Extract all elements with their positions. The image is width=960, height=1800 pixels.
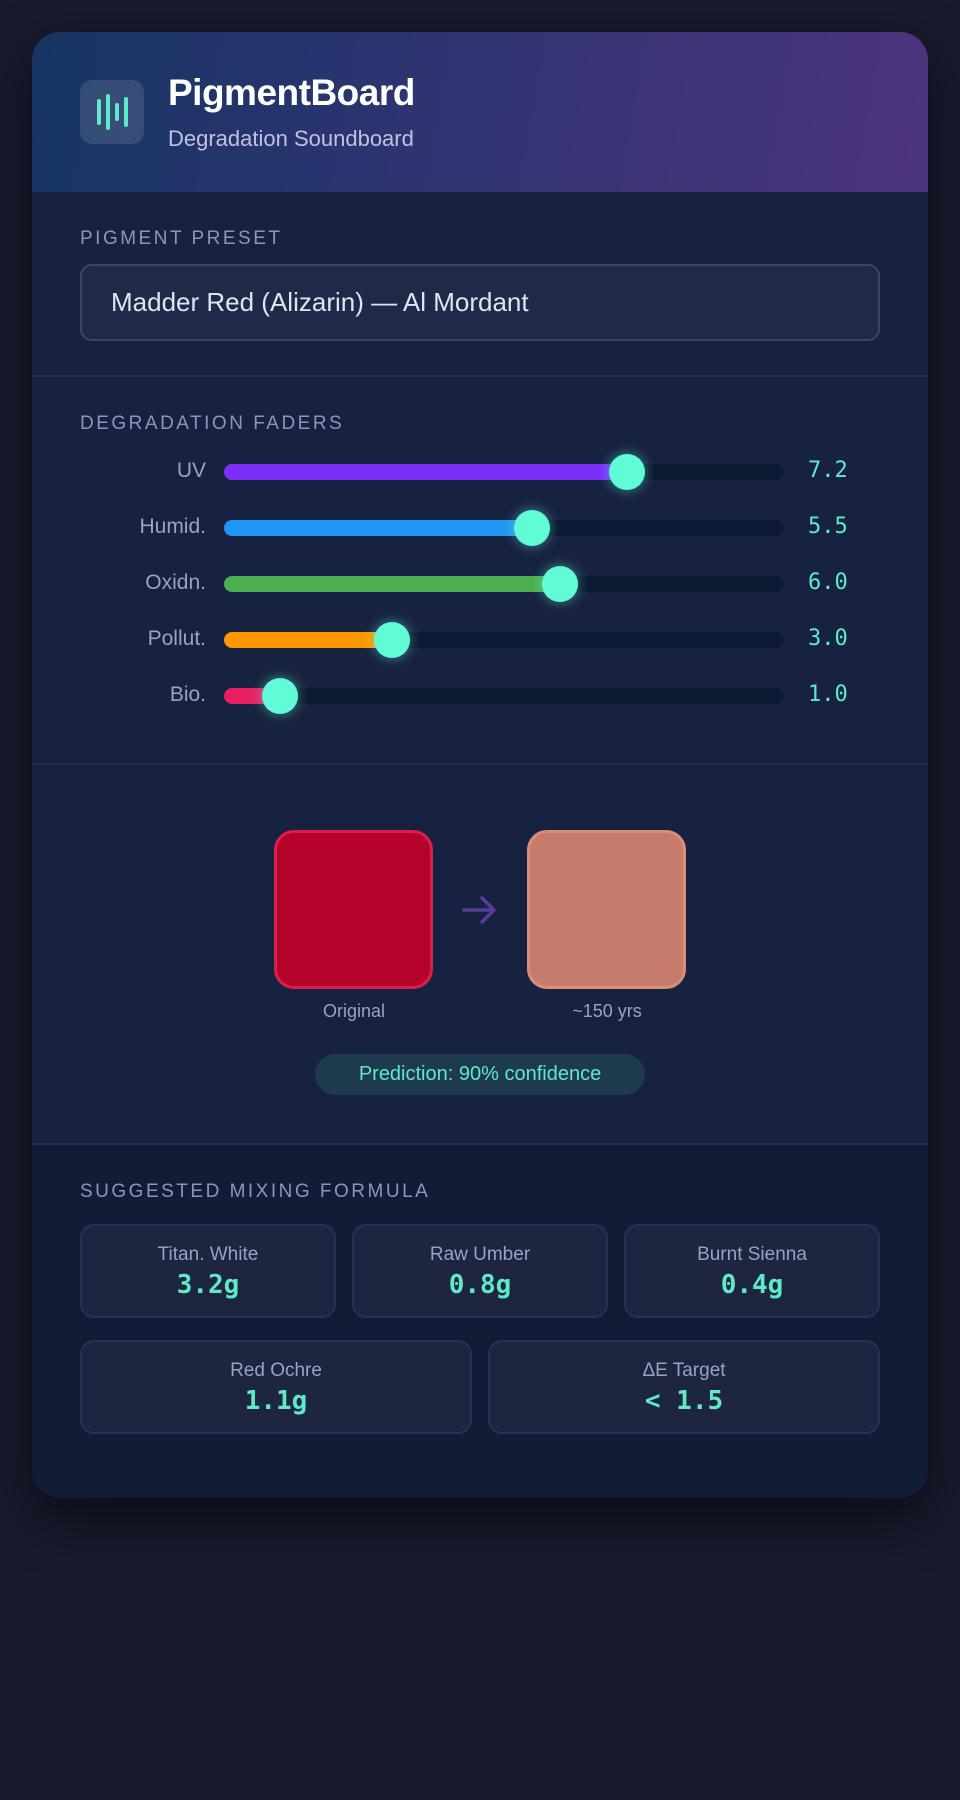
fader-track[interactable]	[224, 510, 784, 546]
fader-value: 7.2	[808, 458, 848, 483]
mix-item-name: Red Ochre	[230, 1360, 322, 1381]
fader-value: 5.5	[808, 514, 848, 539]
mix-item-value: 0.8g	[448, 1270, 512, 1300]
prediction-section: Original ~150 yrs Prediction: 90% confid…	[32, 765, 928, 1145]
fader-thumb[interactable]	[609, 454, 646, 490]
fader-label: Bio.	[169, 683, 206, 706]
fader-row: Humid. 5.5	[32, 510, 928, 546]
mix-item-name: Titan. White	[157, 1244, 259, 1265]
faders-label: DEGRADATION FADERS	[80, 413, 345, 434]
preset-section: PIGMENT PRESET Madder Red (Alizarin) — A…	[32, 192, 928, 377]
mix-item-name: Raw Umber	[429, 1244, 531, 1265]
arrow-right-icon	[460, 892, 500, 933]
mix-item: Red Ochre 1.1g	[80, 1340, 472, 1434]
fader-label: Humid.	[139, 515, 206, 538]
fader-row: Pollut. 3.0	[32, 622, 928, 658]
aged-swatch	[527, 830, 686, 989]
fader-fill	[224, 464, 628, 480]
mixing-section: SUGGESTED MIXING FORMULA Titan. White 3.2…	[32, 1145, 928, 1498]
mix-item: Burnt Sienna 0.4g	[624, 1224, 880, 1318]
mix-item: Titan. White 3.2g	[80, 1224, 336, 1318]
fader-track[interactable]	[224, 622, 784, 658]
waveform-icon	[80, 80, 144, 144]
mix-item-value: 3.2g	[176, 1270, 240, 1300]
fader-row: Oxidn. 6.0	[32, 566, 928, 602]
fader-track[interactable]	[224, 678, 784, 714]
mix-item-value: < 1.5	[644, 1386, 724, 1416]
fader-label: Pollut.	[147, 627, 206, 650]
fader-fill	[224, 576, 560, 592]
fader-fill	[224, 520, 532, 536]
fader-fill	[224, 632, 392, 648]
fader-value: 1.0	[808, 682, 848, 707]
preset-label: PIGMENT PRESET	[80, 228, 283, 249]
fader-value: 3.0	[808, 626, 848, 651]
fader-row: UV 7.2	[32, 454, 928, 490]
mixing-label: SUGGESTED MIXING FORMULA	[80, 1181, 431, 1202]
pigment-preset-select[interactable]: Madder Red (Alizarin) — Al Mordant	[80, 264, 880, 341]
fader-track[interactable]	[224, 566, 784, 602]
original-label: Original	[322, 1001, 386, 1021]
faders-section: DEGRADATION FADERS UV 7.2 Humid. 5.5 Oxidn…	[32, 377, 928, 765]
app-subtitle: Degradation Soundboard	[168, 126, 414, 151]
fader-thumb[interactable]	[262, 678, 298, 714]
fader-track[interactable]	[224, 454, 784, 490]
mix-item-name: Burnt Sienna	[697, 1244, 807, 1265]
fader-label: UV	[176, 459, 206, 482]
mix-item-name: ΔE Target	[642, 1360, 726, 1381]
mix-item: Raw Umber 0.8g	[352, 1224, 608, 1318]
mix-item-value: 0.4g	[720, 1270, 784, 1300]
fader-thumb[interactable]	[514, 510, 550, 546]
app-title: PigmentBoard	[168, 72, 415, 113]
mix-item-value: 1.1g	[244, 1386, 308, 1416]
aged-label: ~150 yrs	[572, 1001, 642, 1021]
fader-label: Oxidn.	[145, 571, 206, 594]
fader-thumb[interactable]	[542, 566, 578, 602]
fader-value: 6.0	[808, 570, 848, 595]
confidence-badge: Prediction: 90% confidence	[315, 1054, 645, 1095]
pigmentboard-card: PigmentBoard Degradation Soundboard PIGM…	[32, 32, 928, 1498]
delta-e-target: ΔE Target < 1.5	[488, 1340, 880, 1434]
app-header: PigmentBoard Degradation Soundboard	[32, 32, 928, 192]
original-swatch	[274, 830, 433, 989]
fader-row: Bio. 1.0	[32, 678, 928, 714]
fader-thumb[interactable]	[374, 622, 410, 658]
